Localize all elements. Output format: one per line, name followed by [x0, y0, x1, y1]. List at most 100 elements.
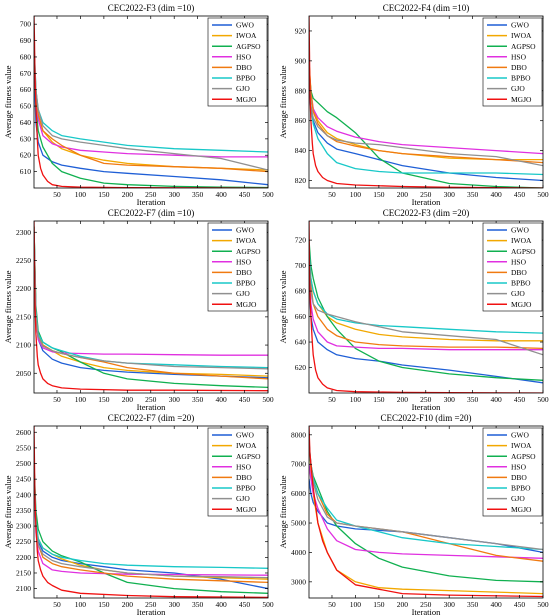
legend-label: MGJO	[511, 300, 532, 309]
chart-panel: CEC2022-F3 (dim =20) 50 100 150 200 250 300 350…	[275, 205, 550, 412]
chart-panel: CEC2022-F10 (dim =20) 50 100 150 200 250 300 35…	[275, 410, 550, 615]
y-tick-label: 3000	[291, 577, 306, 586]
x-tick-label: 400	[490, 600, 502, 609]
x-tick-label: 50	[53, 395, 61, 404]
x-tick-label: 200	[122, 190, 134, 199]
chart-svg: CEC2022-F3 (dim =20) 50 100 150 200 250 300 350…	[278, 208, 549, 412]
x-tick-label: 50	[328, 395, 336, 404]
legend-label: AGPSO	[236, 247, 261, 256]
y-tick-label: 690	[20, 36, 32, 45]
y-tick-label: 2300	[16, 522, 31, 531]
x-tick-label: 450	[514, 190, 526, 199]
x-tick-label: 450	[514, 395, 526, 404]
legend-label: GJO	[236, 84, 250, 93]
x-tick-label: 100	[75, 600, 87, 609]
x-tick-label: 200	[122, 600, 134, 609]
y-tick-label: 920	[295, 26, 307, 35]
legend-label: AGPSO	[511, 247, 536, 256]
y-tick-label: 880	[295, 86, 307, 95]
y-tick-label: 4000	[291, 548, 306, 557]
y-axis-label: Average fitness value	[3, 270, 13, 343]
series-line	[309, 60, 543, 164]
series-line	[309, 75, 543, 176]
x-tick-label: 450	[239, 395, 251, 404]
x-tick-label: 500	[262, 190, 274, 199]
x-tick-label: 500	[537, 600, 549, 609]
chart-panel: CEC2022-F7 (dim =10) 50 100 150 200 250 300 350…	[0, 205, 275, 412]
x-axis-label: Iteration	[412, 197, 442, 207]
y-axis-label: Average fitness value	[3, 65, 13, 138]
y-tick-label: 840	[295, 146, 307, 155]
legend-box	[207, 222, 268, 312]
series-group	[34, 221, 268, 392]
y-tick-label: 700	[20, 20, 32, 29]
y-tick-label: 2250	[16, 256, 31, 265]
x-tick-label: 400	[215, 395, 227, 404]
y-tick-label: 700	[295, 261, 307, 270]
x-tick-label: 500	[262, 395, 274, 404]
series-line	[309, 464, 543, 559]
x-axis-label: Iteration	[137, 607, 167, 615]
y-tick-label: 2500	[16, 459, 31, 468]
chart-svg: CEC2022-F7 (dim =20) 50 100 150 200 250 300 350…	[3, 413, 274, 615]
series-line	[34, 472, 268, 579]
y-tick-label: 7000	[291, 460, 306, 469]
legend-box	[207, 17, 268, 107]
y-tick-label: 660	[295, 312, 307, 321]
y-tick-label: 620	[20, 151, 32, 160]
x-tick-label: 200	[397, 190, 409, 199]
x-tick-label: 50	[53, 600, 61, 609]
legend-label: GWO	[511, 21, 529, 30]
series-line	[309, 426, 543, 598]
x-tick-label: 350	[467, 395, 479, 404]
x-tick-label: 300	[169, 395, 181, 404]
series-line	[309, 68, 543, 188]
y-tick-label: 2450	[16, 475, 31, 484]
y-axis-label: Average fitness value	[278, 65, 288, 138]
x-tick-label: 300	[444, 395, 456, 404]
x-axis-label: Iteration	[412, 607, 442, 615]
y-tick-label: 660	[20, 85, 32, 94]
y-tick-label: 2150	[16, 312, 31, 321]
legend-box	[482, 222, 543, 312]
legend-label: DBO	[236, 473, 252, 482]
series-group	[309, 426, 543, 598]
x-tick-label: 150	[98, 190, 110, 199]
legend-label: GWO	[511, 226, 529, 235]
legend-label: DBO	[511, 63, 527, 72]
legend-label: BPBO	[236, 484, 256, 493]
legend-label: IWOA	[236, 441, 257, 450]
x-tick-label: 350	[192, 190, 204, 199]
x-tick-label: 250	[420, 395, 432, 404]
series-line	[309, 221, 543, 393]
x-tick-label: 150	[373, 600, 385, 609]
legend-label: GJO	[511, 289, 525, 298]
x-tick-label: 250	[145, 395, 157, 404]
chart-panel: CEC2022-F3 (dim =10) 50 100 150 200 250 300 350…	[0, 0, 275, 207]
x-tick-label: 450	[514, 600, 526, 609]
chart-title: CEC2022-F7 (dim =20)	[108, 413, 195, 423]
legend-label: IWOA	[511, 441, 532, 450]
series-line	[34, 463, 268, 569]
x-tick-label: 300	[444, 600, 456, 609]
x-tick-label: 250	[145, 600, 157, 609]
y-tick-label: 2100	[16, 341, 31, 350]
chart-svg: CEC2022-F10 (dim =20) 50 100 150 200 250 300 35…	[278, 413, 549, 615]
chart-svg: CEC2022-F3 (dim =10) 50 100 150 200 250 300 350…	[3, 3, 274, 207]
series-line	[34, 43, 268, 171]
legend-label: DBO	[511, 268, 527, 277]
y-tick-label: 720	[295, 236, 307, 245]
y-tick-label: 2250	[16, 537, 31, 546]
y-tick-label: 860	[295, 116, 307, 125]
legend-label: MGJO	[511, 95, 532, 104]
chart-panel: CEC2022-F7 (dim =20) 50 100 150 200 250 300 350…	[0, 410, 275, 615]
y-tick-label: 2200	[16, 553, 31, 562]
x-tick-label: 300	[444, 190, 456, 199]
series-line	[34, 56, 268, 173]
x-axis-label: Iteration	[137, 197, 167, 207]
x-tick-label: 150	[98, 600, 110, 609]
